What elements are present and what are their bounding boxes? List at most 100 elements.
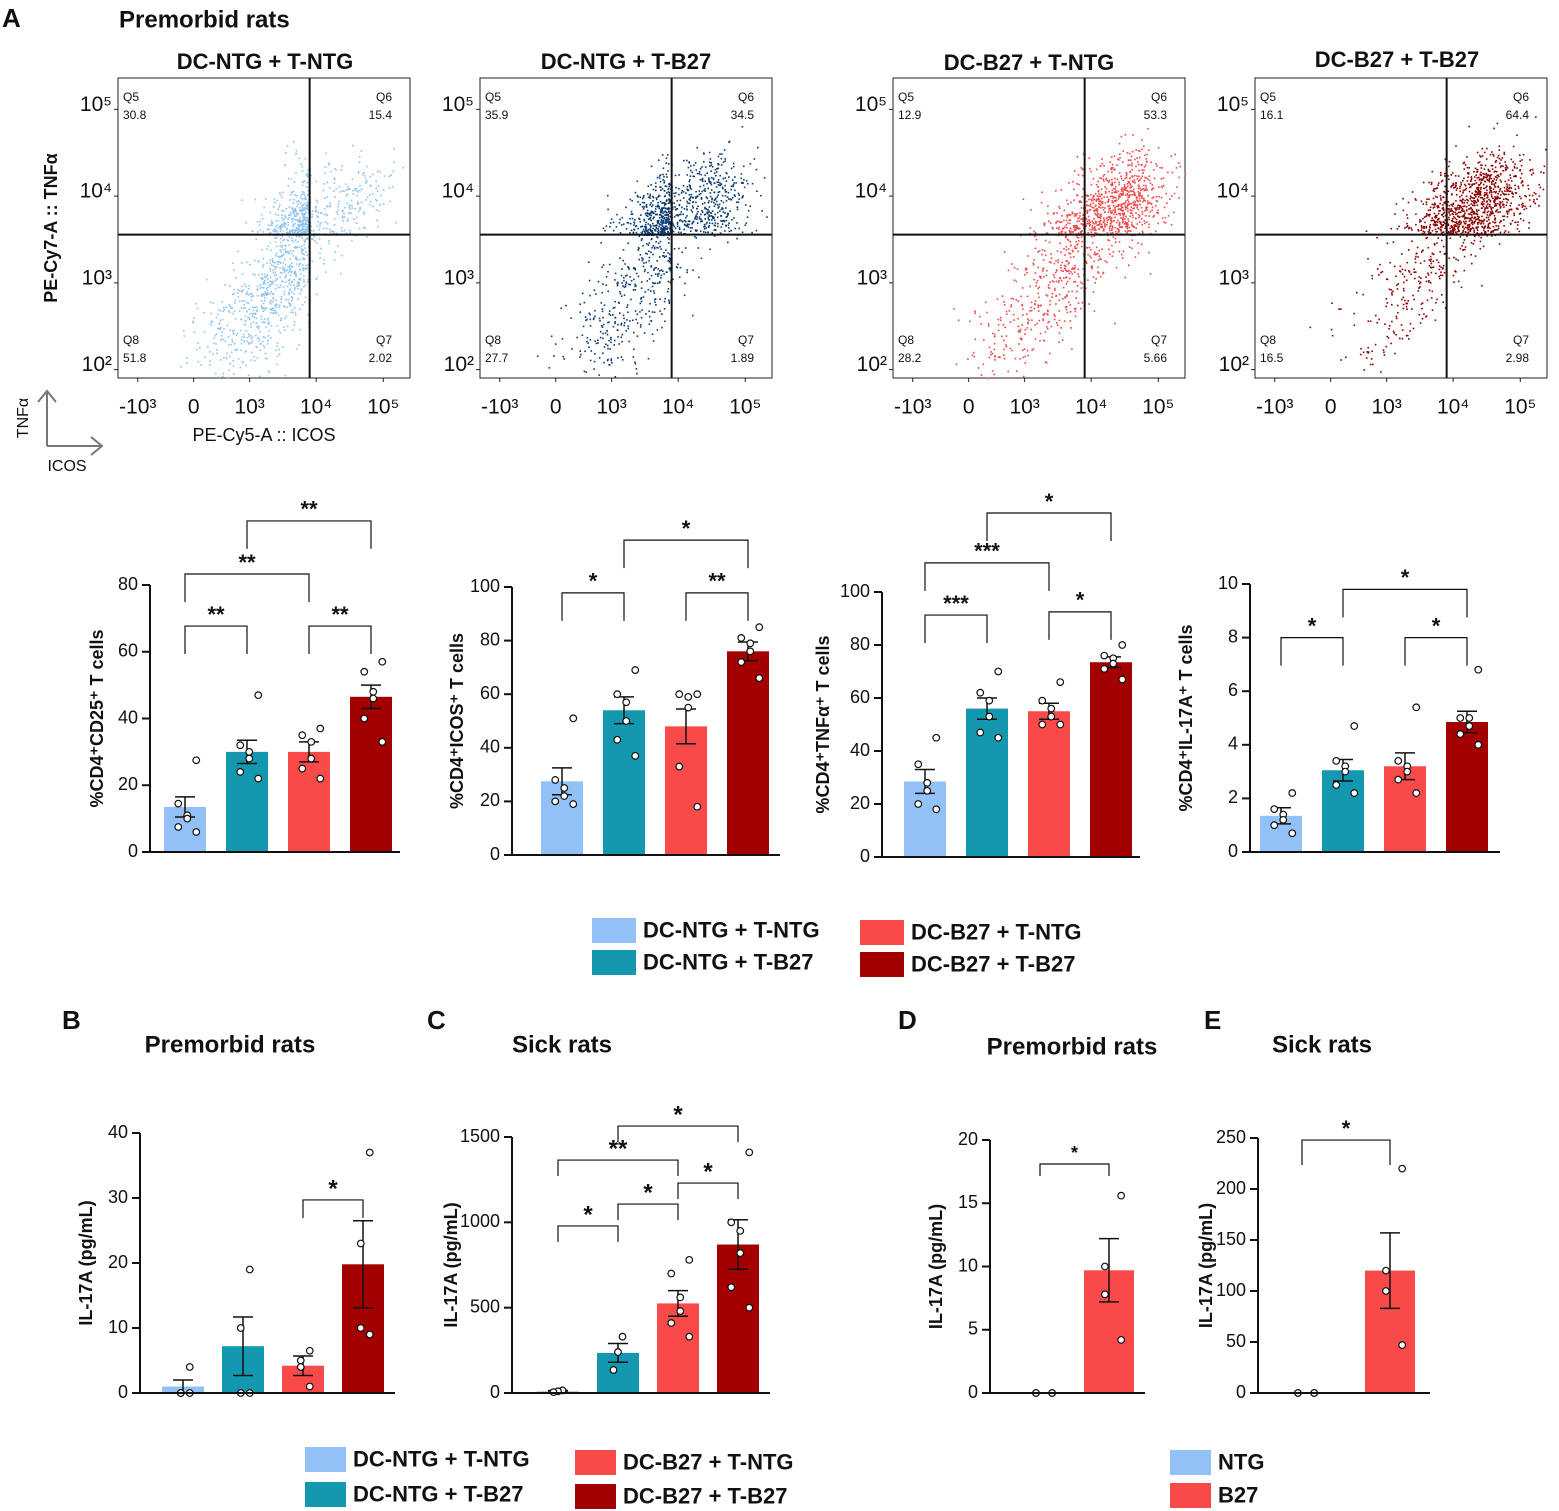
event-dot <box>288 270 291 272</box>
event-dot <box>708 181 711 183</box>
event-dot <box>689 175 692 177</box>
event-dot <box>1090 183 1093 186</box>
event-dot <box>1112 209 1115 212</box>
event-dot <box>1444 172 1446 175</box>
event-dot <box>293 213 296 216</box>
event-dot <box>1121 222 1124 224</box>
event-dot <box>667 231 669 233</box>
event-dot <box>1066 260 1069 262</box>
event-dot <box>310 174 312 177</box>
event-dot <box>1460 199 1462 202</box>
event-dot <box>632 356 635 358</box>
event-dot <box>657 268 660 270</box>
event-dot <box>1170 155 1172 157</box>
event-dot <box>1112 195 1114 198</box>
event-dot <box>1489 199 1492 202</box>
event-dot <box>685 216 687 219</box>
event-dot <box>1116 178 1119 181</box>
event-dot <box>307 205 310 207</box>
event-dot <box>1038 296 1040 299</box>
event-dot <box>1139 203 1141 206</box>
event-dot <box>637 227 639 230</box>
event-dot <box>734 176 736 178</box>
event-dot <box>1456 231 1459 233</box>
event-dot <box>1434 217 1437 219</box>
event-dot <box>1058 299 1061 301</box>
event-dot <box>656 213 659 216</box>
event-dot <box>1048 220 1050 222</box>
event-dot <box>276 355 279 357</box>
event-dot <box>295 263 298 265</box>
event-dot <box>244 315 247 317</box>
event-dot <box>658 195 661 197</box>
event-dot <box>304 196 307 198</box>
event-dot <box>1484 151 1486 154</box>
event-dot <box>1055 303 1057 305</box>
event-dot <box>1124 218 1126 220</box>
event-dot <box>1094 220 1097 223</box>
event-dot <box>698 190 701 192</box>
event-dot <box>1027 318 1029 320</box>
event-dot <box>1080 307 1082 310</box>
event-dot <box>1138 195 1141 198</box>
event-dot <box>627 266 630 269</box>
event-dot <box>724 160 726 162</box>
event-dot <box>213 342 215 345</box>
event-dot <box>688 184 691 186</box>
event-dot <box>229 362 232 365</box>
event-dot <box>667 217 670 219</box>
event-dot <box>649 195 651 197</box>
event-dot <box>727 191 730 194</box>
event-dot <box>1468 186 1471 189</box>
event-dot <box>708 214 710 216</box>
x-tick-label: -10³ <box>119 396 156 419</box>
event-dot <box>1491 164 1494 167</box>
event-dot <box>1436 187 1438 190</box>
event-dot <box>1486 203 1489 206</box>
event-dot <box>1053 276 1056 279</box>
event-dot <box>634 289 637 291</box>
event-dot <box>1026 327 1029 329</box>
event-dot <box>1130 206 1133 208</box>
event-dot <box>601 308 604 310</box>
event-dot <box>1506 167 1509 169</box>
event-dot <box>1076 244 1078 246</box>
event-dot <box>1035 282 1038 284</box>
event-dot <box>317 211 320 214</box>
event-dot <box>717 181 720 184</box>
event-dot <box>1480 182 1482 185</box>
event-dot <box>1042 259 1045 261</box>
event-dot <box>655 213 657 216</box>
event-dot <box>1038 319 1041 322</box>
event-dot <box>720 220 722 222</box>
event-dot <box>1098 216 1100 219</box>
event-dot <box>1481 207 1483 209</box>
event-dot <box>1111 225 1113 227</box>
event-dot <box>1099 195 1101 197</box>
event-dot <box>645 229 648 232</box>
event-dot <box>1432 197 1435 200</box>
event-dot <box>614 279 616 281</box>
event-dot <box>1161 217 1164 219</box>
event-dot <box>359 208 361 210</box>
event-dot <box>616 329 619 331</box>
event-dot <box>294 222 296 225</box>
y-tick-label: 10⁵ <box>442 93 474 116</box>
event-dot <box>715 197 717 200</box>
event-dot <box>264 293 266 295</box>
event-dot <box>658 256 661 258</box>
event-dot <box>1499 207 1502 209</box>
event-dot <box>1061 339 1064 341</box>
event-dot <box>1470 216 1473 219</box>
event-dot <box>1478 176 1480 179</box>
event-dot <box>677 215 680 217</box>
event-dot <box>204 356 207 358</box>
event-dot <box>1519 212 1522 215</box>
event-dot <box>301 184 304 187</box>
event-dot <box>1487 179 1489 182</box>
event-dot <box>268 232 270 235</box>
event-dot <box>1138 232 1141 235</box>
event-dot <box>690 188 693 190</box>
event-dot <box>740 173 743 175</box>
event-dot <box>681 220 684 223</box>
